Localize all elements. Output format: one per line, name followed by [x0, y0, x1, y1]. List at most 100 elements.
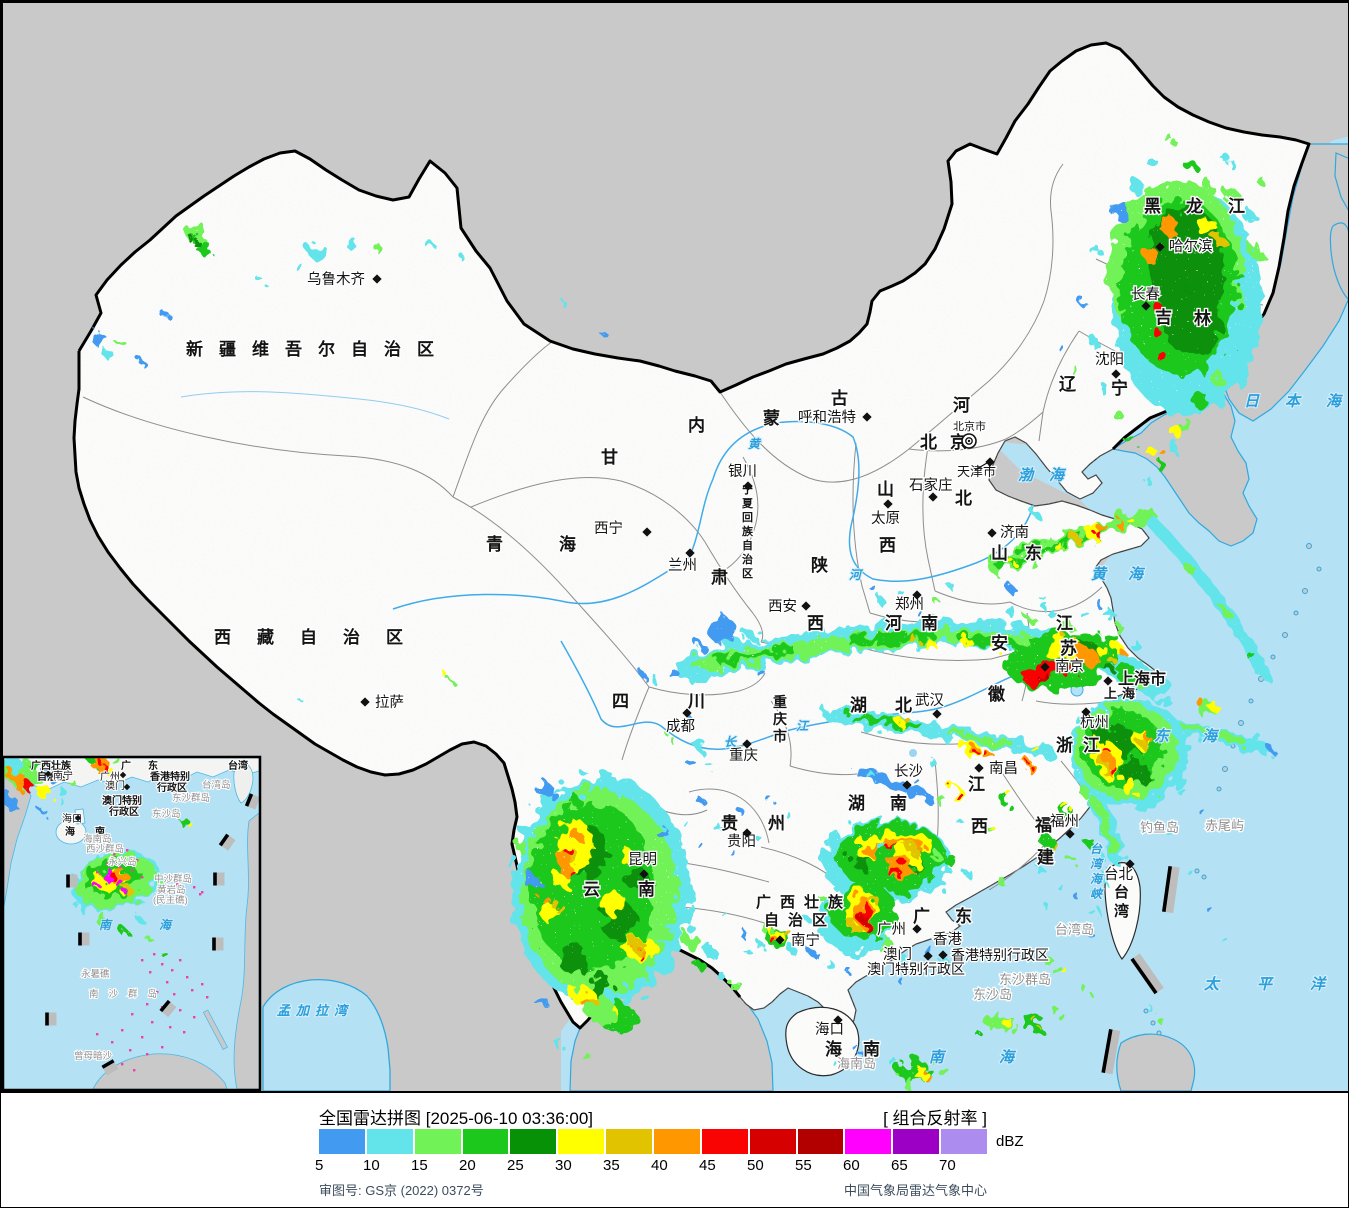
iC-label: 南宁 — [53, 769, 73, 782]
radar-cell — [1101, 386, 1111, 396]
prov-label: 上海 — [1104, 686, 1140, 701]
radar-cell — [710, 766, 716, 772]
radar-cell — [1032, 509, 1040, 517]
inset-nine-dash-segment-shadow — [103, 1062, 119, 1076]
credit-label: 中国气象局雷达气象中心 — [843, 1183, 987, 1198]
city-label: 武汉 — [915, 692, 944, 709]
city-label: 西安 — [768, 598, 797, 615]
radar-cell — [95, 884, 101, 890]
radar-cell — [907, 843, 919, 855]
radar-echo-shandong — [988, 508, 1269, 679]
radar-cell — [563, 845, 571, 853]
legend-swatch-25 — [510, 1129, 557, 1154]
radar-cell — [427, 242, 435, 250]
inset-nine-dash-segment-shadow — [221, 835, 236, 851]
radar-cell — [898, 978, 904, 984]
radar-cell — [652, 677, 660, 685]
radar-cell — [163, 953, 169, 959]
prov-label: 台 — [1114, 883, 1129, 901]
inset-island-dot — [153, 953, 156, 956]
radar-cell — [1133, 673, 1149, 689]
inset-island-dot — [161, 1046, 164, 1049]
radar-cell — [746, 950, 752, 956]
radar-cell — [1213, 235, 1225, 247]
radar-cell — [1073, 893, 1079, 899]
radar-cell — [1056, 343, 1062, 349]
legend-value: 40 — [651, 1157, 668, 1174]
radar-cell — [589, 974, 613, 998]
iG-label: 中沙群岛 — [154, 873, 192, 885]
radar-cell — [856, 1048, 862, 1054]
inset-island-dot — [146, 1053, 149, 1056]
radar-cell — [1097, 862, 1105, 870]
radar-cell — [1037, 675, 1045, 683]
radar-cell — [86, 758, 96, 763]
inset-island-dot — [131, 1013, 134, 1016]
city-label: 南京 — [1055, 658, 1084, 675]
city-label: 郑州 — [895, 596, 924, 613]
inset-nine-dash-segment — [101, 1059, 115, 1069]
prov-label: 浙 — [1056, 735, 1073, 755]
prov-label: 广西壮族 — [756, 893, 852, 911]
geo-label: 赤尾屿 — [1205, 818, 1244, 833]
radar-cell — [830, 1058, 836, 1064]
radar-cell — [942, 959, 950, 967]
radar-cell — [889, 867, 901, 879]
prov-label: 湾 — [1114, 902, 1129, 920]
radar-echo-xinjiang — [92, 222, 604, 364]
radar-cell — [618, 848, 634, 864]
radar-cell — [1098, 523, 1108, 533]
inset-taiwan — [233, 763, 254, 804]
radar-cell — [1116, 663, 1136, 683]
radar-cell — [1054, 1009, 1062, 1017]
prov-label: 福 — [1034, 815, 1052, 835]
radar-cell — [24, 782, 34, 792]
radar-cell — [876, 841, 886, 851]
radar-cell — [1163, 286, 1223, 356]
inset-island-dot — [101, 849, 104, 852]
radar-cell — [920, 880, 932, 892]
radar-cell — [1086, 656, 1100, 670]
radar-cell — [117, 339, 125, 347]
iG-label: 东沙群岛 — [172, 792, 210, 804]
radar-cell — [1008, 793, 1014, 799]
radar-cell — [112, 758, 120, 765]
prov-label: 南 — [638, 879, 655, 899]
city-label: 太原 — [871, 510, 900, 527]
city-label: 天津市 — [957, 464, 996, 479]
inset-nine-dash-segment — [218, 833, 230, 847]
radar-cell — [1151, 327, 1159, 335]
radar-cell — [956, 818, 962, 824]
radar-cell — [571, 796, 581, 806]
prov-label: 上海市 — [1118, 669, 1166, 688]
radar-cell — [1001, 1016, 1011, 1026]
radar-cell — [524, 874, 538, 888]
radar-cell — [1016, 528, 1022, 534]
prov-label: 西 — [807, 614, 824, 633]
radar-cell — [612, 1014, 630, 1032]
prov-label: 安 — [991, 633, 1008, 653]
tianjin-arrow — [974, 462, 988, 471]
sea-label: 太平洋 — [1203, 976, 1349, 993]
dynamic-layer: 新疆维吾尔自治区西藏自治区青海甘肃内蒙古宁夏回族自治区陕西山西河北山东河南安徽江… — [4, 137, 1349, 1087]
city-label: 长春 — [1131, 286, 1160, 303]
iG-label: 黄岩岛 — [157, 884, 186, 896]
radar-cell — [668, 736, 674, 742]
city-marker — [928, 492, 938, 502]
radar-cell — [1088, 908, 1094, 914]
radar-cell — [665, 922, 673, 930]
radar-cell — [715, 825, 723, 833]
radar-cell — [1196, 216, 1216, 236]
prov-label: 江 — [1083, 736, 1100, 755]
sea-label: 江 — [796, 719, 810, 733]
iG-label: 台湾岛 — [202, 779, 231, 791]
legend-swatch-5 — [319, 1129, 365, 1154]
city-label: 南宁 — [791, 932, 820, 949]
radar-cell — [914, 608, 920, 614]
radar-cell — [1103, 633, 1119, 649]
china-radar-map: 新疆维吾尔自治区西藏自治区青海甘肃内蒙古宁夏回族自治区陕西山西河北山东河南安徽江… — [1, 1, 1349, 1093]
radar-cell — [1160, 450, 1166, 456]
iP-label: 台湾 — [228, 759, 248, 772]
radar-cell — [1185, 160, 1197, 172]
legend-swatch-40 — [654, 1129, 700, 1154]
